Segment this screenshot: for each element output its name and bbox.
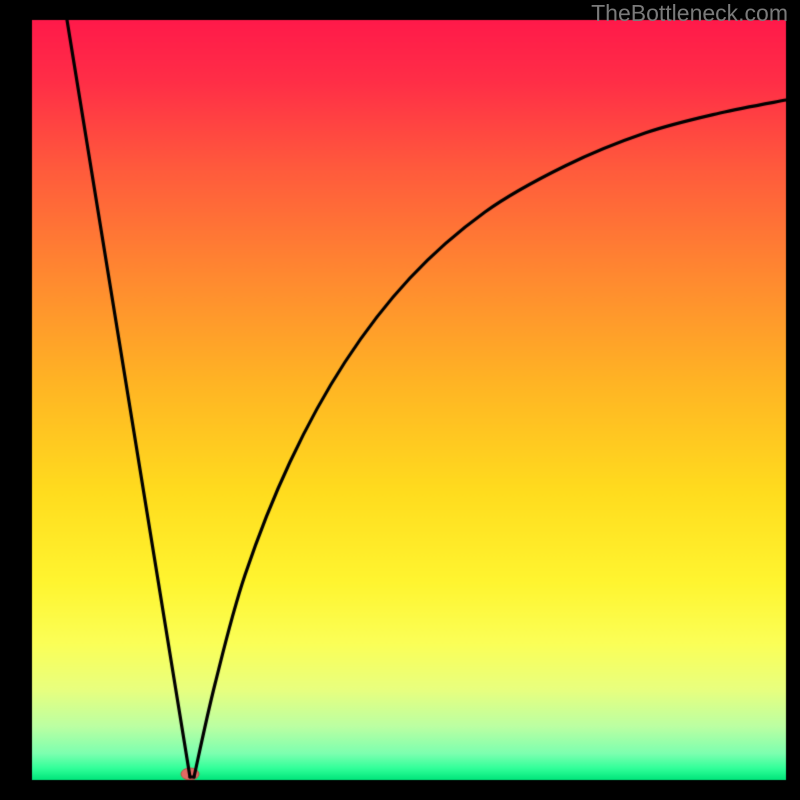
chart-canvas <box>0 0 800 800</box>
chart-stage: TheBottleneck.com <box>0 0 800 800</box>
